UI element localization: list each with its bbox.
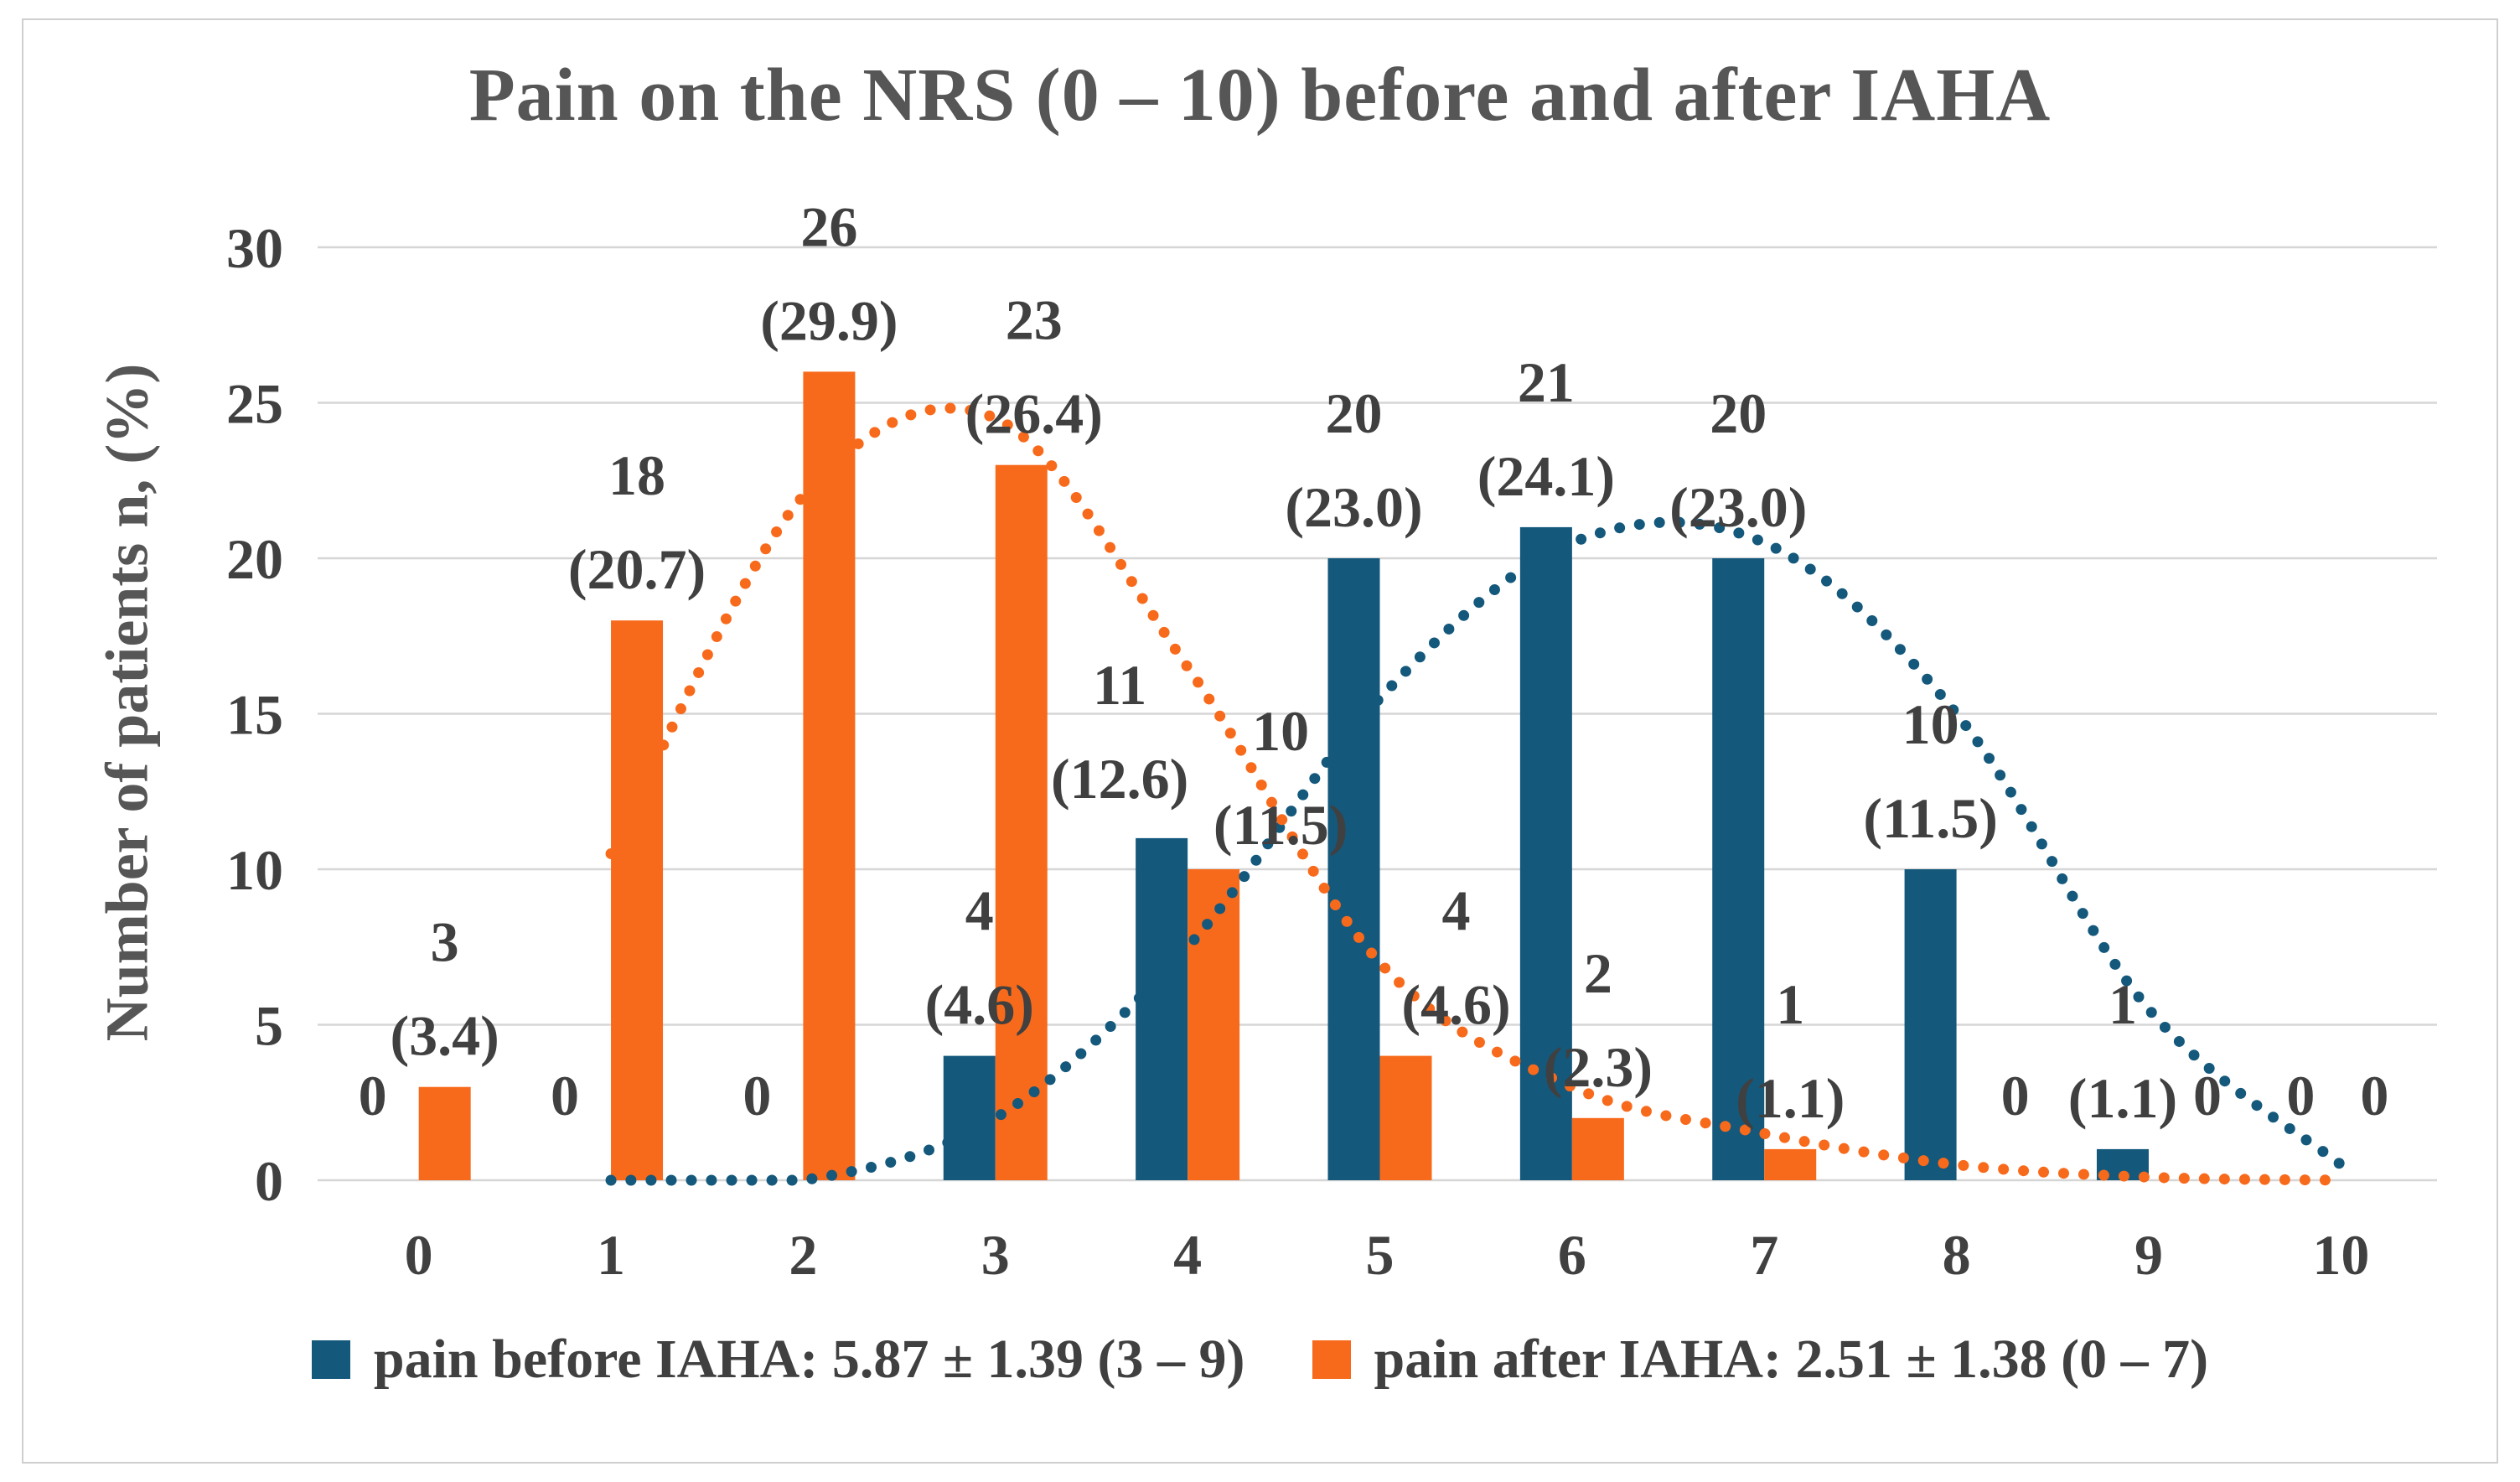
x-tick-label-0: 0 [405, 1223, 433, 1287]
x-tick-label-10: 10 [2312, 1223, 2369, 1287]
y-tick-label-20: 20 [226, 527, 283, 591]
legend-label-after: pain after IAHA: 2.51 ± 1.38 (0 – 7) [1374, 1329, 2209, 1390]
data-label-before-1: 0 [551, 1064, 579, 1127]
bar-after-2 [803, 371, 856, 1180]
data-label-before-8: 10 (11.5) [1863, 692, 1998, 850]
x-tick-label-5: 5 [1366, 1223, 1395, 1287]
bar-after-6 [1571, 1117, 1624, 1180]
data-label-after-6: 2 (2.3) [1544, 941, 1653, 1099]
chart-title: Pain on the NRS (0 – 10) before and afte… [468, 54, 2052, 137]
legend-label-before: pain before IAHA: 5.87 ± 1.39 (3 – 9) [373, 1329, 1245, 1390]
trendline-before [605, 516, 2347, 1186]
bar-after-5 [1379, 1055, 1432, 1180]
trendline-after [605, 402, 2347, 1186]
bar-after-7 [1764, 1148, 1817, 1180]
data-label-after-2: 26 (29.9) [760, 194, 898, 352]
y-tick-label-25: 25 [226, 372, 283, 436]
data-label-before-7: 20 (23.0) [1669, 381, 1807, 539]
x-tick-label-8: 8 [1943, 1223, 1971, 1287]
y-tick-label-10: 10 [226, 838, 283, 902]
x-tick-label-9: 9 [2134, 1223, 2163, 1287]
data-label-before-10: 0 [2286, 1064, 2315, 1127]
data-label-before-0: 0 [359, 1064, 387, 1127]
data-label-after-7: 1 (1.1) [1736, 972, 1845, 1130]
data-label-after-5: 4 (4.6) [1401, 879, 1510, 1037]
y-tick-label-15: 15 [226, 683, 283, 747]
legend: pain before IAHA: 5.87 ± 1.39 (3 – 9) pa… [0, 1318, 2520, 1402]
x-tick-label-1: 1 [597, 1223, 625, 1287]
bar-after-0 [418, 1086, 471, 1180]
bar-after-3 [995, 464, 1048, 1180]
data-label-after-3: 23 (26.4) [965, 288, 1103, 446]
x-tick-label-6: 6 [1558, 1223, 1586, 1287]
data-label-before-2: 0 [743, 1064, 771, 1127]
bar-before-8 [1904, 869, 1957, 1180]
data-label-before-9: 1 (1.1) [2068, 972, 2177, 1130]
data-label-before-6: 21 (24.1) [1477, 350, 1615, 508]
bar-after-4 [1188, 869, 1240, 1180]
y-tick-label-5: 5 [255, 994, 283, 1058]
x-tick-label-3: 3 [981, 1223, 1010, 1287]
bar-before-5 [1327, 558, 1380, 1180]
bar-after-1 [611, 620, 664, 1180]
data-label-after-0: 3 (3.4) [391, 910, 499, 1068]
legend-item-before: pain before IAHA: 5.87 ± 1.39 (3 – 9) [311, 1328, 1245, 1391]
data-label-before-4: 11 (12.6) [1051, 653, 1188, 811]
data-label-after-1: 18 (20.7) [568, 443, 706, 601]
data-label-after-4: 10 (11.5) [1213, 699, 1348, 857]
y-tick-label-0: 0 [255, 1149, 283, 1213]
bar-before-7 [1712, 558, 1765, 1180]
legend-swatch-before-icon [311, 1340, 350, 1379]
data-label-after-8: 0 [2001, 1064, 2030, 1127]
x-tick-label-7: 7 [1750, 1223, 1778, 1287]
y-tick-label-30: 30 [226, 216, 283, 280]
x-tick-label-2: 2 [789, 1223, 817, 1287]
data-label-after-9: 0 [2193, 1064, 2222, 1127]
data-label-before-3: 4 (4.6) [925, 879, 1034, 1037]
bar-before-3 [943, 1055, 996, 1180]
x-tick-label-4: 4 [1173, 1223, 1202, 1287]
legend-item-after: pain after IAHA: 2.51 ± 1.38 (0 – 7) [1312, 1328, 2209, 1391]
data-label-after-10: 0 [2360, 1064, 2388, 1127]
legend-swatch-after-icon [1312, 1340, 1351, 1379]
bar-before-4 [1136, 837, 1188, 1180]
data-label-before-5: 20 (23.0) [1285, 381, 1422, 539]
